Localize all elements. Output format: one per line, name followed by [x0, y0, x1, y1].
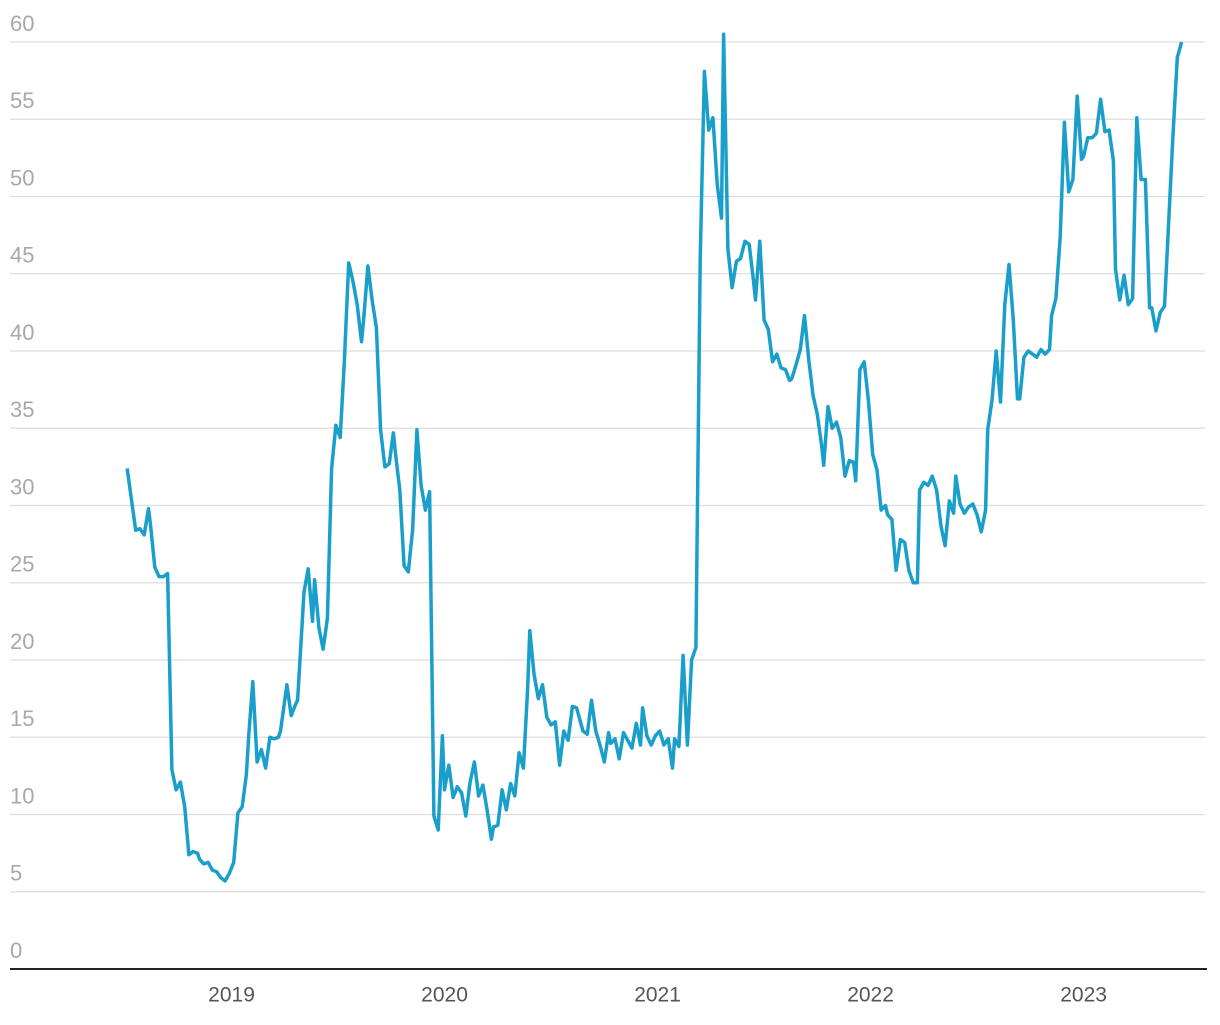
- x-tick-label: 2020: [421, 984, 468, 1007]
- y-tick-label: 10: [10, 783, 34, 808]
- y-tick-label: 20: [10, 629, 34, 654]
- y-tick-label: 25: [10, 552, 34, 577]
- y-tick-label: 50: [10, 165, 34, 190]
- x-tick-label: 2023: [1060, 984, 1107, 1007]
- y-tick-label: 45: [10, 243, 34, 268]
- x-tick-label: 2019: [208, 984, 255, 1007]
- y-tick-label: 30: [10, 474, 34, 499]
- y-tick-label: 0: [10, 938, 22, 963]
- x-tick-label: 2022: [847, 984, 894, 1007]
- y-tick-label: 55: [10, 88, 34, 113]
- y-tick-label: 60: [10, 11, 34, 36]
- y-tick-label: 35: [10, 397, 34, 422]
- y-tick-label: 15: [10, 706, 34, 731]
- data-line: [125, 32, 1184, 883]
- x-tick-label: 2021: [634, 984, 681, 1007]
- y-tick-label: 40: [10, 320, 34, 345]
- y-tick-label: 5: [10, 861, 22, 886]
